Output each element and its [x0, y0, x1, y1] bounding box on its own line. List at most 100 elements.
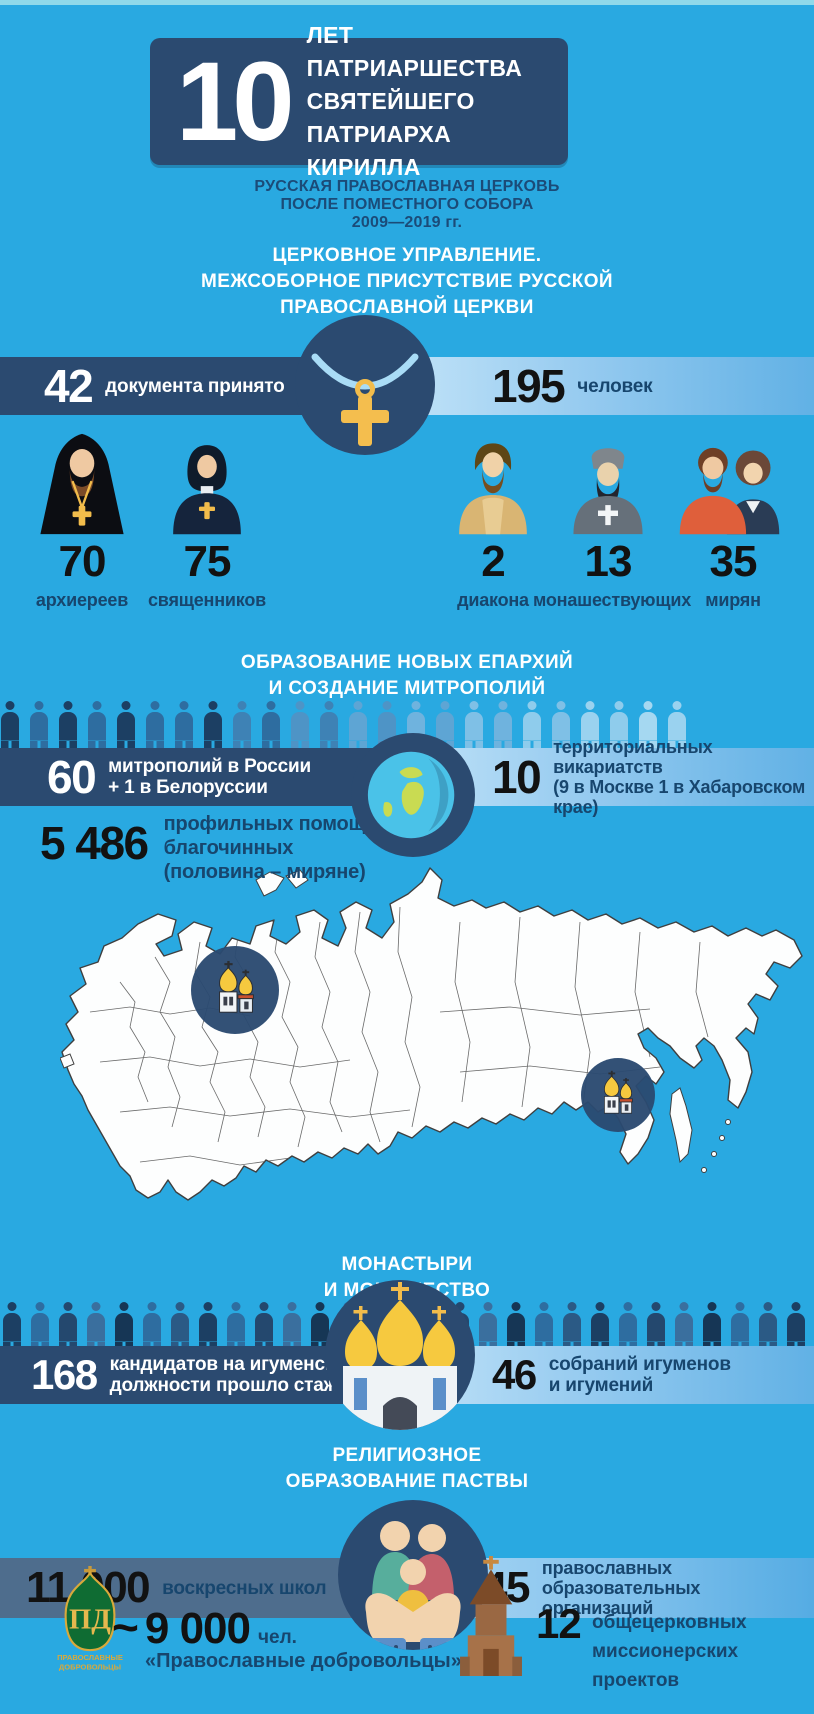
documents-label: документа принято: [105, 375, 285, 397]
top-accent-strip: [0, 0, 814, 5]
section-heading-education: РЕЛИГИОЗНОЕ ОБРАЗОВАНИЕ ПАСТВЫ: [0, 1443, 814, 1495]
vicariates-stat: 10 территориальных викариатств (9 в Моск…: [420, 737, 814, 817]
title-line: КИРИЛЛА: [306, 154, 421, 180]
vicariates-count: 10: [492, 751, 542, 803]
label-line: территориальных викариатств: [553, 737, 713, 777]
cross-pendant-icon: [311, 353, 419, 446]
kaliningrad-region: [59, 1053, 75, 1069]
sunday-schools-label: воскресных школ: [162, 1577, 327, 1599]
title-line: ЛЕТ ПАТРИАРШЕСТВА: [306, 22, 523, 81]
label-line: образовательных организаций: [541, 1578, 701, 1618]
assistants-count: 5 486: [40, 817, 149, 869]
people-stat: 195 человек: [420, 357, 814, 415]
subtitle-line: 2009—2019 гг.: [351, 214, 463, 231]
orthodox-volunteers-badge-icon: ПД ПРАВОСЛАВНЫЕ ДОБРОВОЛЬЦЫ: [57, 1566, 123, 1671]
label-line: благочинных: [163, 837, 294, 859]
monk-icon: [533, 430, 683, 536]
label-line: + 1 в Белоруссии: [108, 777, 268, 798]
map-marker-khabarovsk: [581, 1058, 655, 1132]
documents-count: 42: [44, 360, 94, 412]
volunteers-count-row: ~ 9 000 чел.: [112, 1600, 532, 1654]
member-laity: 35 мирян: [668, 430, 798, 611]
member-deacons: 2 диакона: [433, 430, 553, 611]
pendant-circle: [295, 315, 435, 455]
member-label: диакона: [457, 590, 529, 610]
laypeople-icon: [668, 430, 798, 536]
label-line: общецерковных: [592, 1612, 747, 1633]
member-count: 35: [709, 537, 758, 586]
section-heading-dioceses: ОБРАЗОВАНИЕ НОВЫХ ЕПАРХИЙ И СОЗДАНИЕ МИТ…: [0, 650, 814, 702]
label-line: (9 в Москве 1 в Хабаровском крае): [553, 777, 806, 817]
member-label: монашествующих: [533, 590, 692, 610]
badge-line: ДОБРОВОЛЬЦЫ: [59, 1662, 121, 1671]
subtitle: РУССКАЯ ПРАВОСЛАВНАЯ ЦЕРКОВЬ ПОСЛЕ ПОМЕС…: [0, 178, 814, 232]
missionary-church-icon: [460, 1556, 522, 1676]
badge-line: ПРАВОСЛАВНЫЕ: [57, 1653, 123, 1662]
stat-band-dioceses: 60 митрополий в России + 1 в Белоруссии …: [0, 737, 814, 817]
assemblies-count: 46: [492, 1351, 537, 1398]
sakhalin-island: [669, 1087, 693, 1164]
member-count: 13: [584, 537, 633, 586]
missionary-count: 12: [536, 1600, 582, 1647]
label-line: кандидатов на игуменские: [109, 1354, 357, 1375]
heading-line: МОНАСТЫРИ: [341, 1254, 473, 1275]
monastery-circle: [325, 1280, 475, 1430]
label-line: православных: [541, 1558, 672, 1578]
volunteers-org-name: «Православные добровольцы»: [145, 1650, 462, 1672]
russia-map: [59, 862, 808, 1214]
label-line: миссионерских проектов: [592, 1641, 739, 1691]
family-circle: [338, 1500, 488, 1650]
label-line: профильных помощника: [163, 813, 411, 835]
heading-line: ОБРАЗОВАНИЕ ПАСТВЫ: [285, 1471, 529, 1492]
label-line: собраний игуменов: [548, 1354, 731, 1375]
subtitle-line: РУССКАЯ ПРАВОСЛАВНАЯ ЦЕРКОВЬ: [254, 178, 560, 195]
heading-line: ПРАВОСЛАВНОЙ ЦЕРКВИ: [280, 297, 534, 318]
label-line: и игумений: [548, 1375, 654, 1396]
metropolises-count: 60: [47, 751, 97, 803]
member-label: архиереев: [35, 590, 129, 610]
member-monastics: 13 монашествующих: [533, 430, 692, 611]
orthodox-orgs-label: православных образовательных организаций: [542, 1558, 814, 1618]
member-count: 70: [58, 537, 107, 586]
heading-line: РЕЛИГИОЗНОЕ: [332, 1445, 482, 1466]
heading-line: И СОЗДАНИЕ МИТРОПОЛИЙ: [268, 678, 546, 699]
assistants-label: профильных помощника благочинных (полови…: [163, 812, 411, 884]
monastery-church-icon: [343, 1282, 457, 1430]
people-label: человек: [577, 375, 653, 397]
heading-line: ЦЕРКОВНОЕ УПРАВЛЕНИЕ.: [272, 245, 542, 266]
bishop-icon: [22, 430, 142, 536]
map-marker-moscow: [191, 946, 279, 1034]
member-label: священников: [148, 590, 266, 610]
title-card: 10 ЛЕТ ПАТРИАРШЕСТВА СВЯТЕЙШЕГО ПАТРИАРХ…: [150, 22, 568, 180]
candidates-count: 168: [31, 1351, 98, 1398]
metropolises-stat: 60 митрополий в России + 1 в Белоруссии: [0, 748, 420, 806]
heading-line: МЕЖСОБОРНОЕ ПРИСУТСТВИЕ РУССКОЙ: [201, 271, 613, 292]
assemblies-label: собраний игуменов и игумений: [549, 1354, 731, 1396]
assistants-stat: 5 486 профильных помощника благочинных (…: [40, 812, 410, 884]
people-count: 195: [492, 360, 566, 412]
member-label: мирян: [705, 590, 761, 610]
arctic-islands: [255, 869, 309, 897]
missionary-label: общецерковных миссионерских проектов: [592, 1608, 814, 1695]
assemblies-stat: 46 собраний игуменов и игумений: [420, 1346, 814, 1404]
badge-letters: ПД: [69, 1604, 111, 1635]
member-count: 2: [481, 537, 505, 586]
title-line: СВЯТЕЙШЕГО ПАТРИАРХА: [306, 88, 475, 147]
section-heading-governance: ЦЕРКОВНОЕ УПРАВЛЕНИЕ. МЕЖСОБОРНОЕ ПРИСУТ…: [0, 243, 814, 321]
member-bishops: 70 архиереев: [22, 430, 142, 611]
member-priests: 75 священников: [147, 430, 267, 611]
heading-line: ОБРАЗОВАНИЕ НОВЫХ ЕПАРХИЙ: [240, 652, 574, 673]
approx-tilde: ~: [112, 1601, 139, 1653]
family-icon: [365, 1521, 461, 1650]
member-count: 75: [183, 537, 232, 586]
deacon-icon: [433, 430, 553, 536]
metropolises-label: митрополий в России + 1 в Белоруссии: [108, 756, 311, 798]
globe-circle: [351, 733, 475, 857]
kuril-islands: [701, 1119, 731, 1173]
subtitle-line: ПОСЛЕ ПОМЕСТНОГО СОБОРА: [280, 196, 534, 213]
label-line: (половина – миряне): [163, 861, 366, 883]
volunteers-unit: чел.: [257, 1627, 297, 1648]
priest-icon: [147, 430, 267, 536]
vicariates-label: территориальных викариатств (9 в Москве …: [553, 737, 814, 817]
